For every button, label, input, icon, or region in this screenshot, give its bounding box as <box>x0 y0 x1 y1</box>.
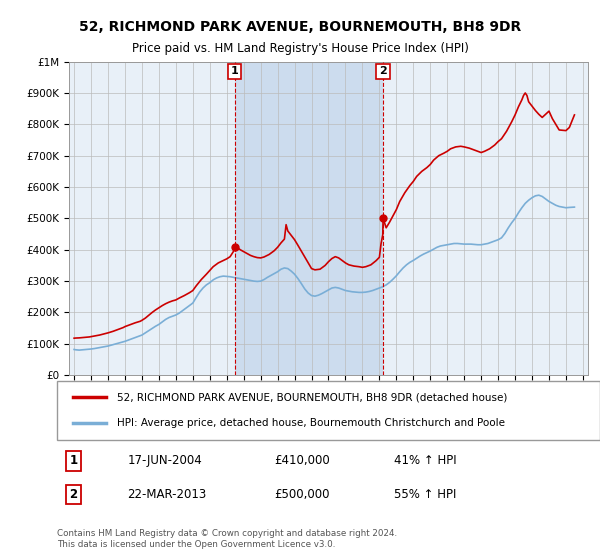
Text: 2: 2 <box>69 488 77 501</box>
Text: 52, RICHMOND PARK AVENUE, BOURNEMOUTH, BH8 9DR: 52, RICHMOND PARK AVENUE, BOURNEMOUTH, B… <box>79 20 521 34</box>
Text: 55% ↑ HPI: 55% ↑ HPI <box>394 488 456 501</box>
Text: 2: 2 <box>379 66 387 76</box>
Text: Price paid vs. HM Land Registry's House Price Index (HPI): Price paid vs. HM Land Registry's House … <box>131 43 469 55</box>
Text: 1: 1 <box>230 66 238 76</box>
Text: 1: 1 <box>69 454 77 468</box>
Text: HPI: Average price, detached house, Bournemouth Christchurch and Poole: HPI: Average price, detached house, Bour… <box>117 418 505 428</box>
Text: £410,000: £410,000 <box>274 454 330 468</box>
Text: £500,000: £500,000 <box>274 488 330 501</box>
Text: Contains HM Land Registry data © Crown copyright and database right 2024.
This d: Contains HM Land Registry data © Crown c… <box>57 529 397 549</box>
Text: 22-MAR-2013: 22-MAR-2013 <box>128 488 207 501</box>
Text: 17-JUN-2004: 17-JUN-2004 <box>128 454 202 468</box>
Bar <box>235 62 383 375</box>
Text: 41% ↑ HPI: 41% ↑ HPI <box>394 454 456 468</box>
FancyBboxPatch shape <box>57 381 600 440</box>
Text: 52, RICHMOND PARK AVENUE, BOURNEMOUTH, BH8 9DR (detached house): 52, RICHMOND PARK AVENUE, BOURNEMOUTH, B… <box>117 392 507 402</box>
